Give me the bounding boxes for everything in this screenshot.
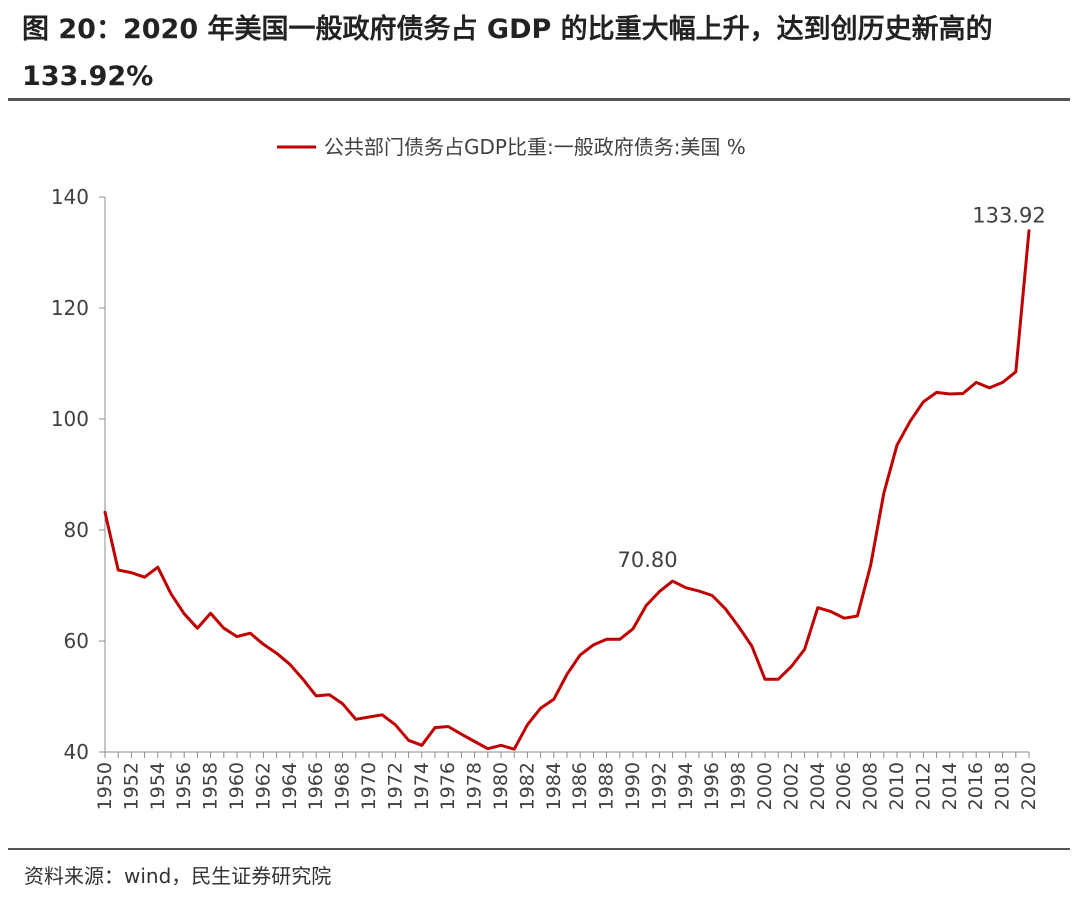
x-tick-label: 2000 (754, 762, 776, 810)
series-line-us-govt-debt (103, 229, 1031, 751)
x-tick-label: 1958 (200, 762, 222, 810)
x-tick-label: 2020 (1018, 762, 1040, 810)
x-tick-label: 1972 (384, 762, 406, 810)
x-tick-label: 1962 (252, 762, 274, 810)
x-tick-label: 1984 (543, 762, 565, 810)
x-tick-label: 1970 (358, 762, 380, 810)
source-note: 资料来源：wind，民生证券研究院 (24, 864, 332, 888)
y-tick-label: 100 (51, 407, 89, 431)
x-tick-label: 2006 (833, 762, 855, 810)
x-tick-label: 2016 (965, 762, 987, 810)
x-tick-label: 1980 (490, 762, 512, 810)
x-tick-label: 1982 (516, 762, 538, 810)
legend-label: 公共部门债务占GDP比重:一般政府债务:美国 % (324, 135, 746, 159)
x-tick-label: 1976 (437, 762, 459, 810)
x-tick-label: 1998 (728, 762, 750, 810)
x-tick-label: 2010 (886, 762, 908, 810)
x-tick-label: 1990 (622, 762, 644, 810)
y-tick-label: 80 (64, 518, 89, 542)
y-tick-label: 60 (64, 629, 89, 653)
y-tick-label: 120 (51, 296, 89, 320)
x-tick-label: 1988 (596, 762, 618, 810)
title-divider (8, 98, 1070, 101)
x-tick-label: 1978 (464, 762, 486, 810)
data-label: 133.92 (972, 204, 1045, 228)
x-tick-label: 1966 (305, 762, 327, 810)
x-tick-label: 1964 (279, 762, 301, 810)
page-title: 图 20：2020 年美国一般政府债务占 GDP 的比重大幅上升，达到创历史新高… (22, 14, 993, 92)
x-tick-label: 1994 (675, 762, 697, 810)
footer-divider (8, 848, 1070, 850)
x-tick-label: 1956 (173, 762, 195, 810)
x-tick-label: 1986 (569, 762, 591, 810)
x-tick-label: 1996 (701, 762, 723, 810)
x-tick-label: 2002 (780, 762, 802, 810)
x-tick-label: 1974 (411, 762, 433, 810)
x-tick-label: 1950 (94, 762, 116, 810)
x-tick-label: 2008 (860, 762, 882, 810)
x-tick-label: 1952 (120, 762, 142, 810)
x-tick-label: 2004 (807, 762, 829, 810)
x-tick-label: 1968 (332, 762, 354, 810)
x-tick-label: 2018 (992, 762, 1014, 810)
x-tick-label: 1954 (147, 762, 169, 810)
x-tick-label: 1992 (648, 762, 670, 810)
data-label: 70.80 (618, 548, 678, 572)
x-tick-label: 1960 (226, 762, 248, 810)
x-tick-label: 2012 (912, 762, 934, 810)
y-tick-label: 40 (64, 740, 89, 764)
x-tick-label: 2014 (939, 762, 961, 810)
y-tick-label: 140 (51, 185, 89, 209)
